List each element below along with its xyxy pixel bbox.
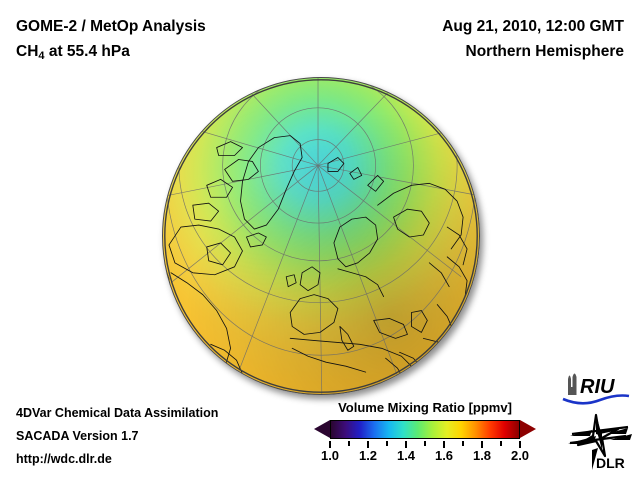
- colorbar-tick-labels: 1.0 1.2 1.4 1.6 1.8 2.0: [321, 448, 529, 466]
- colorbar-ticks: [329, 441, 521, 448]
- species-prefix: CH: [16, 43, 39, 60]
- globe-overlay: [163, 78, 478, 394]
- riu-towers-icon: [568, 373, 577, 395]
- colorbar-minor-tick: [348, 441, 350, 446]
- colorbar-tick: [519, 441, 521, 448]
- colorbar-tick-label: 1.0: [320, 448, 340, 463]
- footer-text: 4DVar Chemical Data Assimilation SACADA …: [16, 402, 218, 471]
- species-title: CH4 at 55.4 hPa: [16, 39, 206, 69]
- footer-line-version: SACADA Version 1.7: [16, 429, 139, 443]
- dlr-wordmark: DLR: [596, 455, 625, 471]
- riu-wordmark: RIU: [580, 376, 615, 398]
- colorbar-tick-label: 1.8: [472, 448, 492, 463]
- colorbar-tick-label: 1.2: [358, 448, 378, 463]
- colorbar-minor-tick: [386, 441, 388, 446]
- header-right: Aug 21, 2010, 12:00 GMT Northern Hemisph…: [442, 14, 624, 64]
- colorbar-minor-tick: [424, 441, 426, 446]
- colorbar-minor-tick: [500, 441, 502, 446]
- colorbar-tick-label: 1.4: [396, 448, 416, 463]
- globe-map: [162, 77, 480, 395]
- colorbar-tick: [367, 441, 369, 448]
- graticule: [163, 78, 478, 394]
- riu-wave-icon: [562, 394, 630, 405]
- coastlines: [163, 135, 468, 385]
- globe-disc: [162, 77, 480, 395]
- colorbar-tick-label: 1.6: [434, 448, 454, 463]
- riu-logo-graphic: RIU: [562, 373, 630, 405]
- riu-logo: RIU: [560, 369, 632, 405]
- colorbar-tick-label: 2.0: [510, 448, 530, 463]
- colorbar-row: [312, 419, 538, 441]
- colorbar-tick: [481, 441, 483, 448]
- colorbar-gradient: [330, 420, 520, 439]
- colorbar-tick: [443, 441, 445, 448]
- dlr-logo: DLR: [566, 412, 634, 472]
- colorbar-tick: [329, 441, 331, 448]
- colorbar-over-arrow: [520, 420, 536, 438]
- colorbar-tick: [405, 441, 407, 448]
- colorbar-minor-tick: [462, 441, 464, 446]
- colorbar: Volume Mixing Ratio [ppmv] 1.0 1.2 1.4 1.6 1…: [312, 400, 538, 466]
- colorbar-under-arrow: [314, 420, 330, 438]
- dlr-logo-graphic: DLR: [568, 413, 632, 471]
- analysis-title: GOME-2 / MetOp Analysis: [16, 18, 206, 35]
- datetime-label: Aug 21, 2010, 12:00 GMT: [442, 18, 624, 35]
- footer-line-method: 4DVar Chemical Data Assimilation: [16, 406, 219, 420]
- region-label: Northern Hemisphere: [465, 43, 624, 60]
- dlr-pinwheel-outline: [569, 413, 629, 458]
- globe-limb: [164, 79, 478, 393]
- species-subscript: 4: [38, 50, 45, 62]
- footer-line-url[interactable]: http://wdc.dlr.de: [16, 452, 112, 466]
- header-left: GOME-2 / MetOp Analysis CH4 at 55.4 hPa: [16, 14, 206, 69]
- colorbar-title: Volume Mixing Ratio [ppmv]: [338, 400, 512, 415]
- species-level: at 55.4 hPa: [44, 43, 130, 60]
